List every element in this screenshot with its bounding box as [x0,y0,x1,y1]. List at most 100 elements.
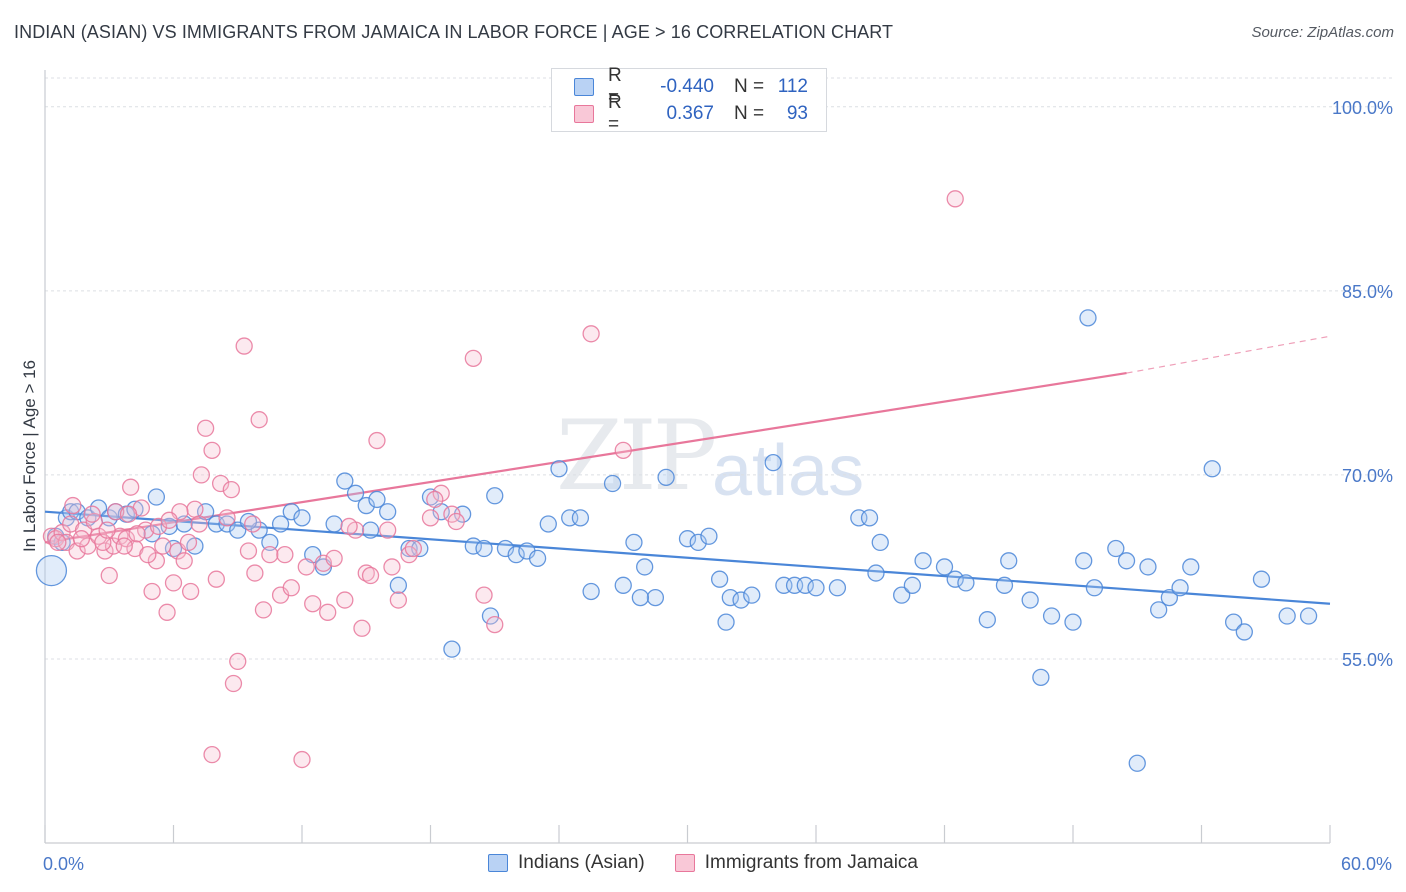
point-indians [1107,539,1125,558]
point-indians [389,576,408,594]
point-jamaica [72,530,91,548]
point-indians [689,533,707,552]
point-indians [1000,552,1018,570]
point-jamaica [119,505,138,523]
point-jamaica [98,521,116,539]
y-tick-label: 70.0% [1342,466,1393,486]
point-jamaica [64,496,82,515]
point-jamaica [314,554,333,572]
watermark-atlas: atlas [712,431,865,511]
point-indians [946,570,964,588]
point-indians [528,549,547,567]
chart-title: INDIAN (ASIAN) VS IMMIGRANTS FROM JAMAIC… [14,22,894,42]
point-jamaica [139,546,157,564]
point-jamaica [297,558,315,576]
point-jamaica [83,505,101,523]
point-jamaica [304,595,322,613]
point-indians [1085,579,1104,597]
point-indians [1171,579,1189,597]
point-jamaica [115,537,133,555]
point-indians [871,533,889,552]
legend-item-jamaica: Immigrants from Jamaica [674,852,919,874]
point-jamaica [143,582,161,601]
legend-r-value: -0.440 [660,76,714,97]
point-indians [346,484,365,502]
point-jamaica [246,564,264,582]
point-indians [743,586,761,604]
point-indians [481,607,500,625]
point-jamaica [147,552,166,570]
point-indians [625,533,643,552]
y-tick-label: 100.0% [1332,98,1393,118]
point-indians [867,564,885,582]
x-tick-label: 60.0% [1341,854,1392,874]
point-jamaica [325,549,343,567]
point-indians [935,558,954,576]
point-jamaica [282,579,300,597]
legend-swatch-blue [488,854,508,872]
y-tick-label: 55.0% [1342,650,1393,670]
point-indians [995,576,1014,594]
legend-n-label: N = [734,76,765,97]
point-jamaica [211,474,230,493]
point-indians [710,570,729,588]
legend-swatch-pink [674,854,695,872]
point-jamaica [447,512,465,531]
point-indians [1252,570,1271,588]
point-indians [764,453,782,472]
point-indians [336,472,354,490]
point-jamaica [224,674,243,693]
point-jamaica [196,419,215,437]
x-tick-label: 0.0% [43,854,84,874]
data-points [35,190,1318,772]
point-jamaica [475,586,493,604]
point-jamaica [229,652,247,671]
point-jamaica [235,337,253,355]
point-jamaica [181,582,200,601]
point-jamaica [164,574,183,592]
point-indians [147,488,166,506]
point-indians [1224,613,1243,631]
point-indians [978,611,996,629]
point-indians [614,576,632,594]
point-indians [1160,588,1179,607]
point-indians [700,527,718,545]
point-indians [443,640,461,658]
point-jamaica [614,441,632,460]
point-jamaica [336,591,354,609]
point-jamaica [128,525,146,543]
legend-label-jamaica: Immigrants from Jamaica [704,852,919,873]
point-indians [357,496,375,515]
point-indians [636,558,654,576]
legend-r-value: 0.367 [666,103,714,124]
point-jamaica [379,521,397,539]
point-indians [218,515,236,533]
stats-legend: R = -0.440 N = 112 R = 0.367 N = 93 [551,65,827,135]
point-jamaica [383,558,401,576]
point-indians [464,537,482,555]
point-jamaica [276,546,294,564]
legend-label-indians: Indians (Asian) [518,852,645,873]
point-jamaica [222,480,240,499]
point-indians [828,579,847,597]
point-indians [796,576,814,594]
point-indians [496,539,515,558]
tick-labels: 55.0% 70.0% 85.0% 100.0% 0.0% 60.0% [43,98,1393,874]
point-jamaica [154,537,172,555]
point-indians [507,546,525,564]
point-indians [893,586,911,604]
point-indians [631,588,650,607]
point-jamaica [464,349,482,367]
point-jamaica [426,490,444,509]
legend-r-label: R = [608,92,622,135]
point-jamaica [137,521,155,539]
point-indians [903,576,922,594]
point-indians [1139,558,1157,576]
point-jamaica [319,603,337,621]
point-indians [539,515,557,533]
point-indians [89,499,108,517]
point-jamaica [244,515,262,533]
point-indians [1021,591,1039,609]
watermark-zip: ZIP [556,400,717,512]
point-indians [1032,668,1050,687]
